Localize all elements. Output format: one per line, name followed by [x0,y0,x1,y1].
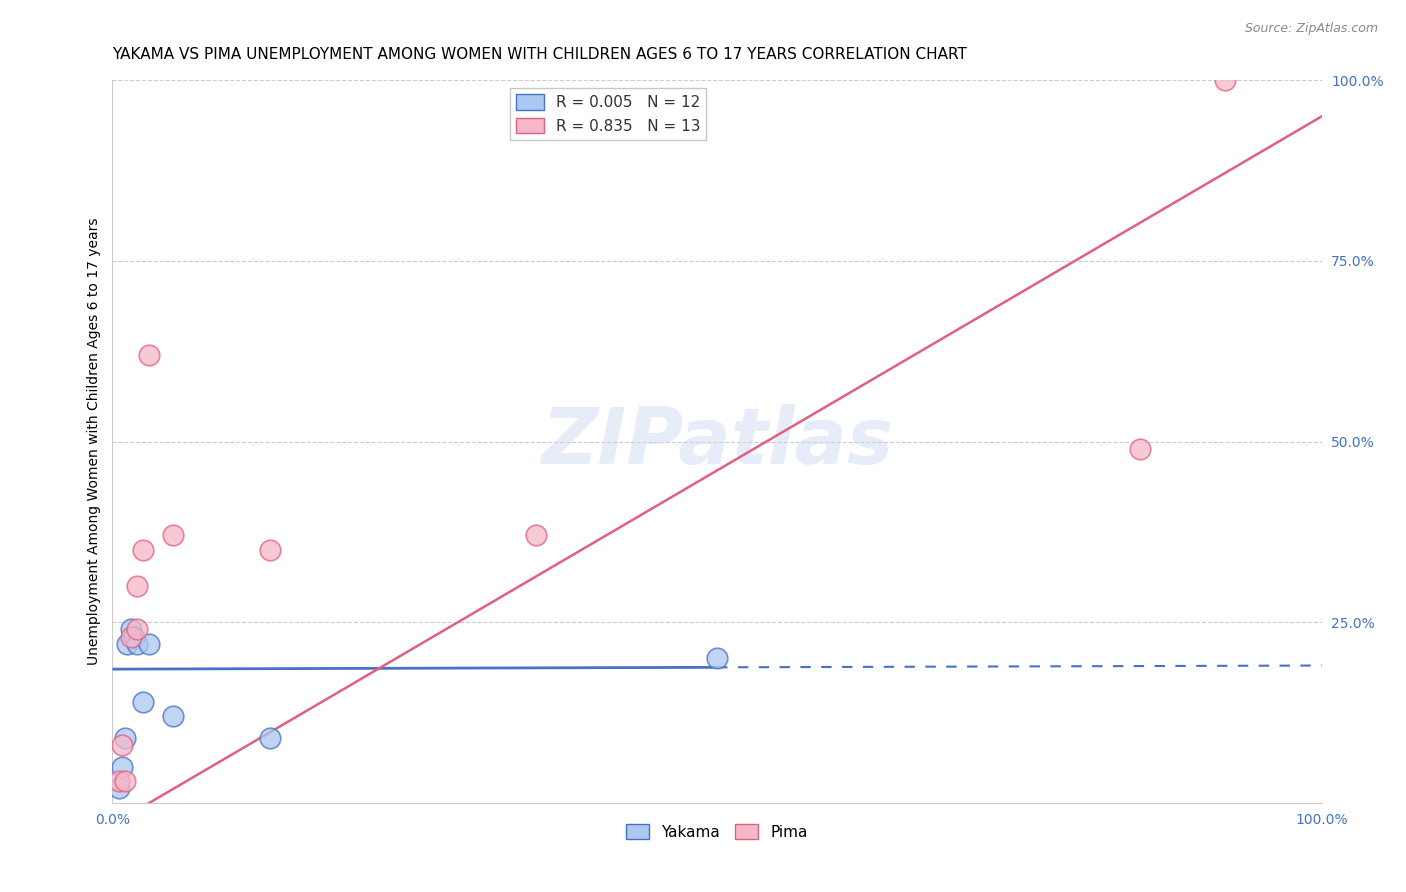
Point [132,695,155,709]
Point [138,637,160,651]
Point [125,637,148,651]
Point [111,738,134,752]
Point [706,651,728,665]
Point [107,781,129,796]
Point [114,774,136,789]
Text: ZIPatlas: ZIPatlas [541,403,893,480]
Point [524,528,547,542]
Point [115,637,138,651]
Point [132,542,155,557]
Legend: Yakama, Pima: Yakama, Pima [620,818,814,846]
Point [162,709,184,723]
Point [162,528,184,542]
Point [1213,73,1236,87]
Point [125,623,148,637]
Point [120,630,142,644]
Point [138,348,160,362]
Point [122,630,145,644]
Point [259,542,281,557]
Point [107,774,129,789]
Point [125,579,148,593]
Point [259,731,281,745]
Point [111,760,134,774]
Y-axis label: Unemployment Among Women with Children Ages 6 to 17 years: Unemployment Among Women with Children A… [87,218,101,665]
Point [1129,442,1152,456]
Text: Source: ZipAtlas.com: Source: ZipAtlas.com [1244,22,1378,36]
Point [114,731,136,745]
Text: YAKAMA VS PIMA UNEMPLOYMENT AMONG WOMEN WITH CHILDREN AGES 6 TO 17 YEARS CORRELA: YAKAMA VS PIMA UNEMPLOYMENT AMONG WOMEN … [112,47,967,62]
Point [120,623,142,637]
